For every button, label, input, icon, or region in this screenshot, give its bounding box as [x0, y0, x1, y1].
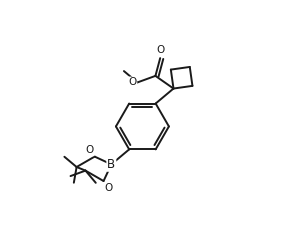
Text: O: O — [104, 184, 112, 193]
Text: O: O — [128, 77, 137, 88]
Text: O: O — [85, 145, 94, 155]
Text: O: O — [156, 45, 164, 55]
Text: B: B — [107, 158, 115, 171]
